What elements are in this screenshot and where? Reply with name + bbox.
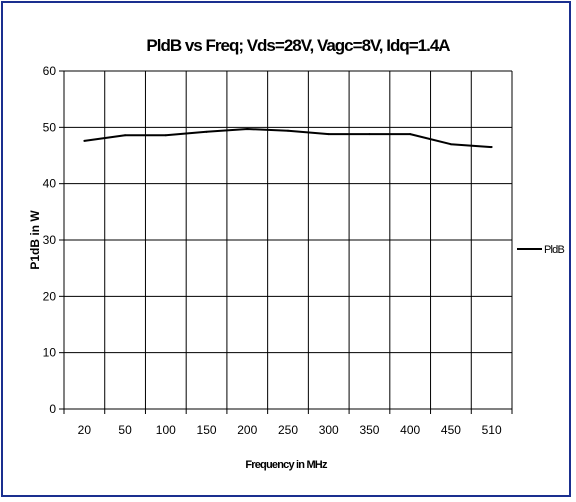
y-tick-label: 20	[43, 289, 57, 303]
chart-title: PldB vs Freq; Vds=28V, Vagc=8V, Idq=1.4A	[146, 36, 450, 55]
y-tick-label: 40	[43, 177, 57, 191]
x-tick-label: 450	[441, 423, 461, 437]
y-tick-label: 0	[49, 402, 56, 416]
data-point	[327, 133, 330, 136]
chart-frame	[1, 1, 571, 497]
data-point	[409, 133, 412, 136]
data-point	[368, 133, 371, 136]
grid-layer	[64, 70, 513, 409]
x-tick-label: 510	[482, 423, 502, 437]
y-tick-label: 50	[43, 120, 57, 134]
data-point	[449, 143, 452, 146]
y-tick-label: 30	[43, 233, 57, 247]
data-point	[246, 128, 249, 131]
data-point	[164, 134, 167, 137]
legend-label: PldB	[544, 244, 564, 256]
y-tick-label: 60	[43, 64, 57, 78]
data-point	[83, 139, 86, 142]
data-point	[287, 129, 289, 132]
x-tick-label: 300	[319, 423, 339, 437]
x-tick-label: 50	[118, 423, 132, 437]
x-tick-label: 350	[359, 423, 379, 437]
y-axis-title: P1dB in W	[28, 210, 42, 270]
data-point	[205, 130, 208, 133]
x-axis-title: Frequency in MHz	[245, 459, 328, 471]
data-point	[490, 146, 493, 149]
x-tick-label: 150	[197, 423, 217, 437]
x-tick-label: 20	[78, 423, 92, 437]
axis-layer: 0 10 20 30 40 50 60 20 50 100 150 200 250 300 350 400 45…	[43, 64, 513, 437]
x-tick-label: 250	[278, 423, 298, 437]
legend: PldB	[517, 244, 565, 256]
x-tick-label: 200	[237, 423, 257, 437]
x-tick-label: 400	[400, 423, 420, 437]
data-point	[124, 134, 127, 137]
series-layer	[83, 128, 493, 149]
y-tick-label: 10	[43, 346, 57, 360]
x-tick-label: 100	[156, 423, 176, 437]
